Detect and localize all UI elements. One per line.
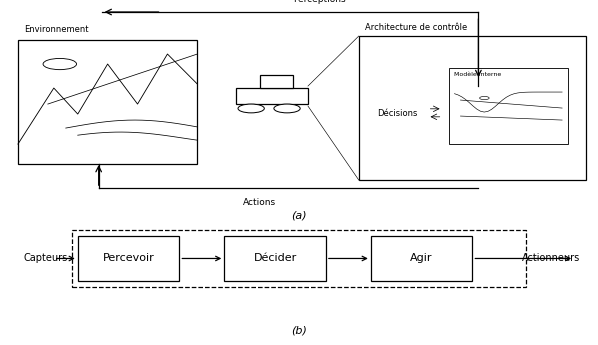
Bar [78, 236, 179, 281]
Text: Environnement: Environnement [24, 25, 89, 34]
Text: Capteurs: Capteurs [24, 254, 68, 264]
Text: Décider: Décider [254, 254, 297, 264]
Bar [224, 236, 326, 281]
Text: Actionneurs: Actionneurs [522, 254, 580, 264]
Bar [18, 40, 197, 164]
Bar [448, 68, 568, 144]
Circle shape [238, 104, 264, 113]
Circle shape [480, 97, 489, 100]
Bar [260, 75, 293, 88]
Bar [371, 236, 472, 281]
Bar [359, 36, 586, 180]
Text: Percevoir: Percevoir [103, 254, 154, 264]
Text: Décisions: Décisions [377, 109, 417, 118]
Bar [236, 88, 308, 104]
Bar [72, 230, 526, 287]
Circle shape [274, 104, 300, 113]
Text: Architecture de contrôle: Architecture de contrôle [365, 23, 467, 32]
Text: Modèle interne: Modèle interne [454, 72, 502, 77]
Circle shape [43, 58, 77, 70]
Text: Perceptions: Perceptions [294, 0, 346, 4]
Text: (b): (b) [291, 326, 307, 336]
Text: Actions: Actions [243, 198, 276, 207]
Text: (a): (a) [291, 210, 307, 220]
Text: Agir: Agir [410, 254, 433, 264]
